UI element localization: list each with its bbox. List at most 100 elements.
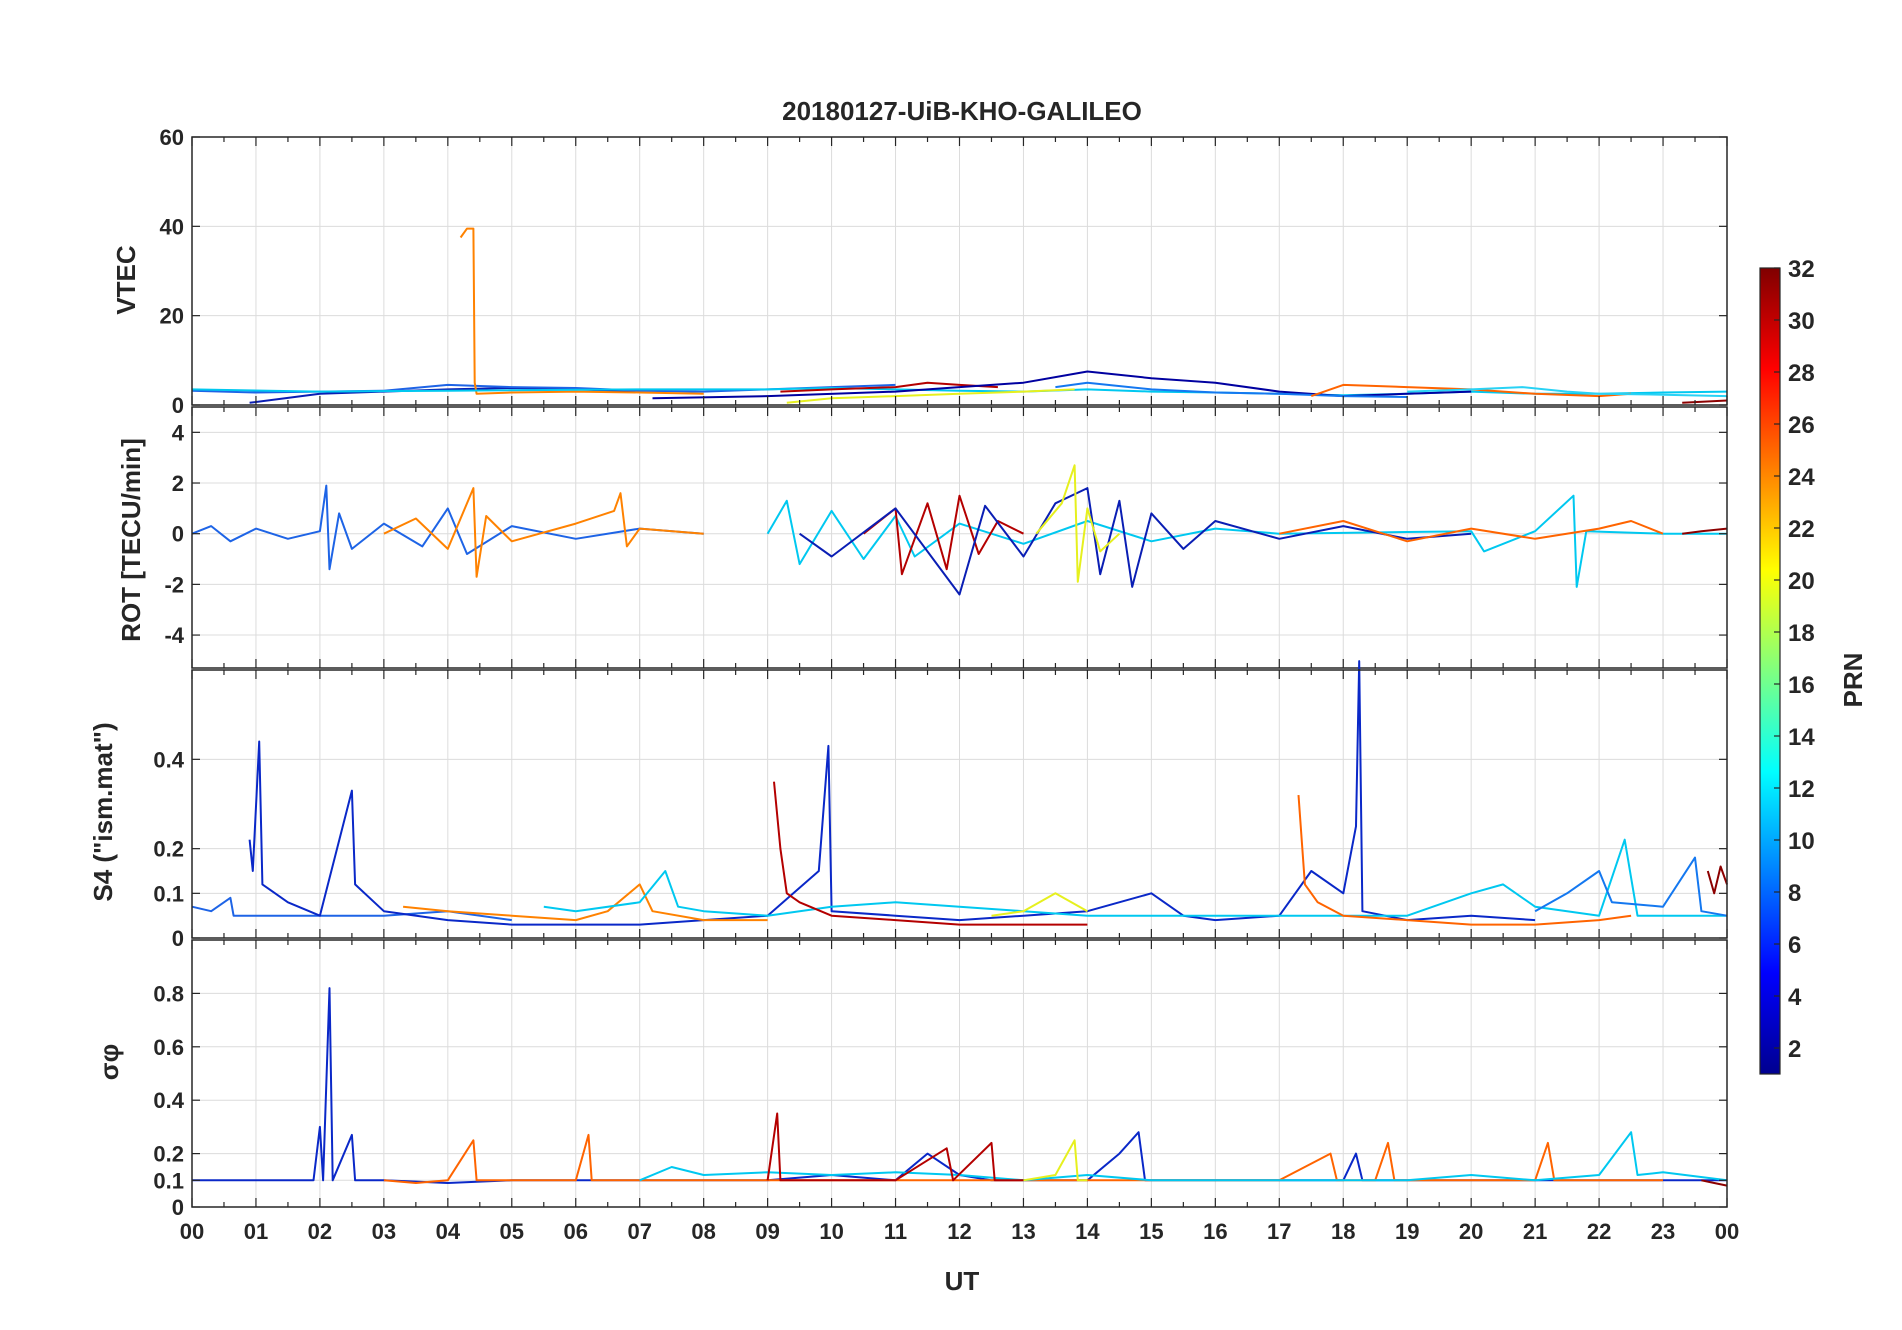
y-tick-label: 0.1 xyxy=(153,881,184,906)
colorbar-tick-label: 32 xyxy=(1788,256,1815,283)
y-tick-label: 0 xyxy=(172,926,184,951)
series-line-rot-6 xyxy=(1279,520,1664,543)
y-label-s4: S4 ("ism.mat") xyxy=(88,722,118,901)
x-tick-label: 14 xyxy=(1075,1219,1100,1244)
series-line-rot-7 xyxy=(1682,527,1728,535)
x-tick-label: 18 xyxy=(1331,1219,1355,1244)
x-tick-label: 13 xyxy=(1011,1219,1035,1244)
panel-sigma: 00.10.2 0.4 0.6 0.8 00 01 02 03 04 05 06 07 08 09 10 11… xyxy=(153,939,1739,1244)
y-tick-label: 0.2 xyxy=(153,837,184,862)
colorbar-tick-label: 6 xyxy=(1788,932,1801,959)
colorbar-label: PRN xyxy=(1838,653,1868,708)
series-line-s4-4 xyxy=(773,781,1088,926)
y-tick-label: 4 xyxy=(172,420,185,445)
x-tick-label: 01 xyxy=(244,1219,268,1244)
y-tick-label: 0.1 xyxy=(153,1168,184,1193)
panel-s4: 0 0.1 0.2 0.4 xyxy=(153,660,1728,951)
colorbar-tick-label: 2 xyxy=(1788,1036,1801,1063)
colorbar-tick-label: 12 xyxy=(1788,776,1815,803)
x-tick-label: 09 xyxy=(755,1219,779,1244)
x-tick-label: 16 xyxy=(1203,1219,1227,1244)
series-line-rot-1 xyxy=(383,487,704,578)
series-line-sigma-1 xyxy=(383,1133,1663,1184)
y-tick-label: 0 xyxy=(172,1195,184,1220)
series-line-sigma-0 xyxy=(192,987,1727,1184)
series-line-sigma-2 xyxy=(639,1131,1728,1182)
x-tick-label: 19 xyxy=(1395,1219,1419,1244)
x-tick-label: 07 xyxy=(627,1219,651,1244)
colorbar-tick-label: 14 xyxy=(1788,724,1815,751)
chart-title: 20180127-UiB-KHO-GALILEO xyxy=(782,96,1142,126)
series-line-sigma-4 xyxy=(1023,1139,1088,1182)
y-tick-label: -4 xyxy=(164,623,184,648)
x-tick-label: 00 xyxy=(180,1219,204,1244)
series-line-rot-4 xyxy=(799,487,1472,596)
x-tick-label: 10 xyxy=(819,1219,843,1244)
series-line-s4-3 xyxy=(543,838,1727,917)
y-tick-label: 0 xyxy=(172,522,184,547)
x-tick-label: 15 xyxy=(1139,1219,1163,1244)
x-tick-label: 06 xyxy=(564,1219,588,1244)
x-tick-label: 21 xyxy=(1523,1219,1547,1244)
series-line-rot-3 xyxy=(862,494,1024,576)
series-line-s4-0 xyxy=(191,896,512,922)
colorbar-tick-label: 18 xyxy=(1788,620,1815,647)
colorbar-tick-label: 20 xyxy=(1788,568,1815,595)
y-tick-label: -2 xyxy=(164,572,184,597)
series-line-vtec-10 xyxy=(1682,399,1728,404)
colorbar-tick-label: 8 xyxy=(1788,880,1801,907)
series-line-rot-5 xyxy=(1035,464,1121,583)
series-line-vtec-2 xyxy=(459,227,704,395)
series-line-s4-7 xyxy=(1534,856,1728,917)
x-tick-label: 08 xyxy=(691,1219,715,1244)
x-tick-label: 05 xyxy=(500,1219,524,1244)
y-tick-label: 0.4 xyxy=(153,747,184,772)
series-line-vtec-5 xyxy=(786,388,1075,404)
series-line-sigma-5 xyxy=(1701,1179,1728,1187)
colorbar-tick-label: 26 xyxy=(1788,412,1815,439)
series-line-s4-6 xyxy=(1297,795,1632,926)
series-line-rot-2 xyxy=(766,494,1727,588)
y-tick-label: 2 xyxy=(172,471,184,496)
panel-rot: -4 -2 0 2 4 xyxy=(164,406,1728,669)
y-tick-label: 0 xyxy=(172,393,184,418)
x-axis-label: UT xyxy=(945,1266,980,1296)
y-label-rot: ROT [TECU/min] xyxy=(116,438,146,642)
series-line-s4-8 xyxy=(1706,865,1728,895)
y-label-vtec: VTEC xyxy=(111,245,141,315)
series-line-s4-1 xyxy=(248,660,1536,926)
colorbar-tick-label: 30 xyxy=(1788,308,1815,335)
colorbar-tick-label: 10 xyxy=(1788,828,1815,855)
series-line-rot-0 xyxy=(191,484,704,571)
x-tick-label: 17 xyxy=(1267,1219,1291,1244)
colorbar-tick-label: 28 xyxy=(1788,360,1815,387)
x-tick-label: 00 xyxy=(1715,1219,1739,1244)
y-tick-label: 20 xyxy=(160,304,184,329)
x-tick-label: 02 xyxy=(308,1219,332,1244)
x-tick-label: 04 xyxy=(436,1219,461,1244)
y-tick-label: 0.2 xyxy=(153,1142,184,1167)
colorbar-tick-label: 24 xyxy=(1788,464,1815,491)
x-tick-label: 03 xyxy=(372,1219,396,1244)
y-tick-label: 0.4 xyxy=(153,1088,184,1113)
series-line-s4-5 xyxy=(991,892,1088,917)
y-tick-label: 40 xyxy=(160,214,184,239)
x-tick-label: 22 xyxy=(1587,1219,1611,1244)
x-tick-label: 12 xyxy=(947,1219,971,1244)
x-tick-label: 20 xyxy=(1459,1219,1483,1244)
y-tick-label: 60 xyxy=(160,125,184,150)
colorbar-scale xyxy=(1759,267,1781,1075)
x-tick-label: 11 xyxy=(884,1219,907,1244)
colorbar-tick-label: 16 xyxy=(1788,672,1815,699)
series-line-vtec-9 xyxy=(1407,386,1728,398)
y-tick-label: 0.6 xyxy=(153,1035,184,1060)
panel-vtec: 0 20 40 60 xyxy=(160,125,1728,418)
series-line-s4-2 xyxy=(402,883,768,922)
colorbar-tick-label: 4 xyxy=(1788,984,1802,1011)
colorbar-tick-label: 22 xyxy=(1788,516,1815,543)
y-tick-label: 0.8 xyxy=(153,981,184,1006)
y-label-sigma: σφ xyxy=(94,1044,124,1080)
x-tick-label: 23 xyxy=(1651,1219,1675,1244)
